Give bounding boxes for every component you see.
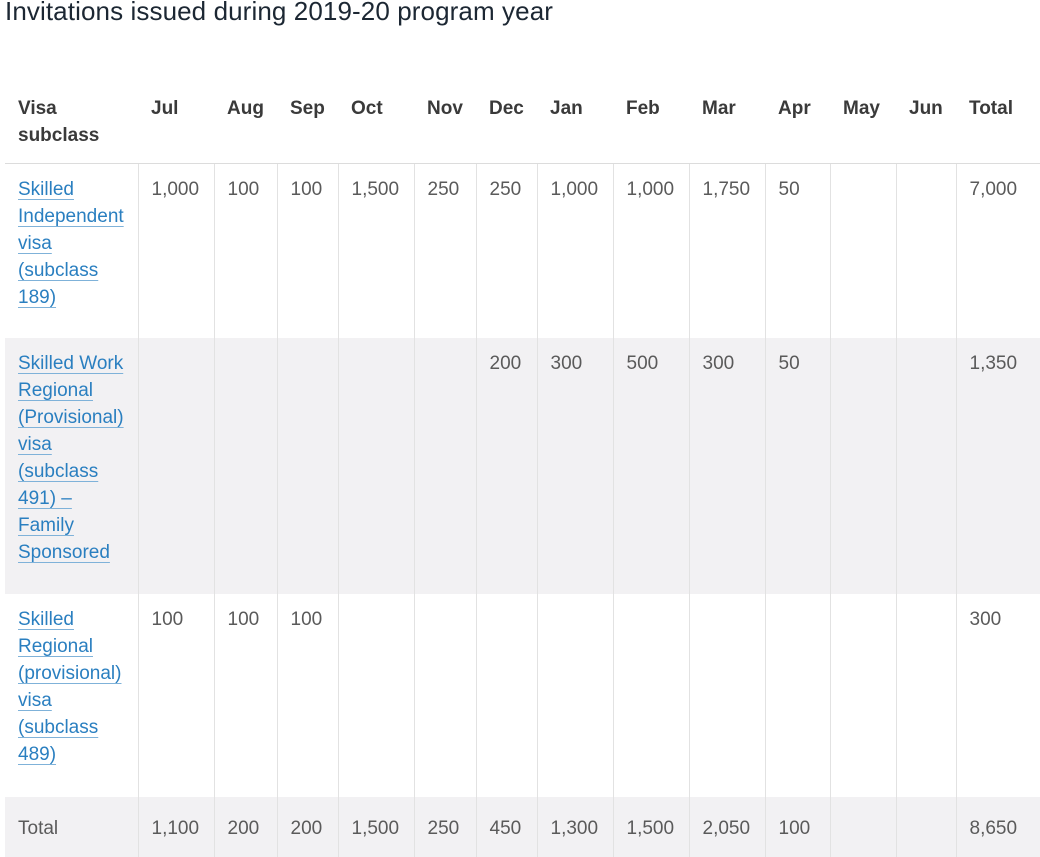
column-header-mar: Mar	[689, 83, 765, 164]
table-cell: 300	[536, 338, 613, 594]
visa-link-subclass-489[interactable]: Skilled Regional (provisional) visa (sub…	[18, 609, 122, 765]
table-cell: 200	[475, 338, 537, 594]
total-cell: 2,050	[688, 797, 765, 857]
table-cell	[829, 338, 896, 594]
table-cell	[137, 338, 214, 594]
table-cell	[829, 594, 896, 797]
column-header-visa-subclass: Visa subclass	[5, 83, 138, 164]
table-cell: 100	[213, 594, 277, 797]
visa-link-subclass-189[interactable]: Skilled Independent visa (subclass 189)	[18, 178, 124, 308]
header-row: Visa subclass Jul Aug Sep Oct Nov Dec Ja…	[5, 83, 1040, 164]
table-cell	[895, 594, 956, 797]
column-header-jun: Jun	[896, 83, 956, 164]
table-cell	[536, 594, 613, 797]
table-cell	[413, 338, 476, 594]
table-cell	[829, 163, 896, 338]
column-header-feb: Feb	[613, 83, 689, 164]
table-cell: 100	[276, 594, 338, 797]
invitations-table: Visa subclass Jul Aug Sep Oct Nov Dec Ja…	[5, 83, 1040, 857]
grand-total-cell: 8,650	[955, 797, 1040, 857]
table-cell: 100	[213, 163, 277, 338]
visa-subclass-cell: Skilled Independent visa (subclass 189)	[5, 163, 138, 338]
table-cell: 250	[475, 163, 537, 338]
table-cell: 250	[413, 163, 476, 338]
column-header-may: May	[830, 83, 896, 164]
table-cell: 1,000	[612, 163, 689, 338]
table-cell: 300	[688, 338, 765, 594]
total-cell: 250	[413, 797, 476, 857]
row-total-cell: 1,350	[955, 338, 1040, 594]
total-cell: 1,300	[536, 797, 613, 857]
total-cell	[829, 797, 896, 857]
total-cell: 450	[475, 797, 537, 857]
column-header-apr: Apr	[765, 83, 830, 164]
table-cell	[276, 338, 338, 594]
column-header-aug: Aug	[214, 83, 277, 164]
table-row: Skilled Regional (provisional) visa (sub…	[5, 594, 1040, 797]
table-cell: 1,000	[137, 163, 214, 338]
column-header-jan: Jan	[537, 83, 613, 164]
table-cell	[337, 338, 414, 594]
total-cell: 1,100	[137, 797, 214, 857]
total-row-label: Total	[5, 797, 138, 857]
total-cell: 1,500	[337, 797, 414, 857]
table-cell	[413, 594, 476, 797]
page-title: Invitations issued during 2019-20 progra…	[5, 0, 554, 26]
table-cell: 500	[612, 338, 689, 594]
table-row: Skilled Work Regional (Provisional) visa…	[5, 338, 1040, 594]
table-cell	[612, 594, 689, 797]
total-cell: 100	[764, 797, 830, 857]
row-total-cell: 7,000	[955, 163, 1040, 338]
column-header-sep: Sep	[277, 83, 338, 164]
table-cell: 1,000	[536, 163, 613, 338]
table-cell: 50	[764, 163, 830, 338]
total-row: Total 1,100 200 200 1,500 250 450 1,300 …	[5, 797, 1040, 857]
table-row: Skilled Independent visa (subclass 189) …	[5, 163, 1040, 338]
table-cell	[764, 594, 830, 797]
table-cell	[895, 163, 956, 338]
total-cell	[895, 797, 956, 857]
table-cell	[475, 594, 537, 797]
visa-subclass-cell: Skilled Regional (provisional) visa (sub…	[5, 594, 138, 797]
visa-subclass-cell: Skilled Work Regional (Provisional) visa…	[5, 338, 138, 594]
table-cell	[213, 338, 277, 594]
column-header-total: Total	[956, 83, 1040, 164]
total-cell: 1,500	[612, 797, 689, 857]
table-cell: 50	[764, 338, 830, 594]
table-cell: 1,750	[688, 163, 765, 338]
column-header-dec: Dec	[476, 83, 537, 164]
table-cell	[337, 594, 414, 797]
total-cell: 200	[213, 797, 277, 857]
table-cell: 1,500	[337, 163, 414, 338]
column-header-oct: Oct	[338, 83, 414, 164]
total-cell: 200	[276, 797, 338, 857]
visa-link-subclass-491[interactable]: Skilled Work Regional (Provisional) visa…	[18, 353, 124, 563]
table-cell: 100	[276, 163, 338, 338]
table-cell	[895, 338, 956, 594]
column-header-jul: Jul	[138, 83, 214, 164]
table-cell	[688, 594, 765, 797]
row-total-cell: 300	[955, 594, 1040, 797]
column-header-nov: Nov	[414, 83, 476, 164]
table-cell: 100	[137, 594, 214, 797]
